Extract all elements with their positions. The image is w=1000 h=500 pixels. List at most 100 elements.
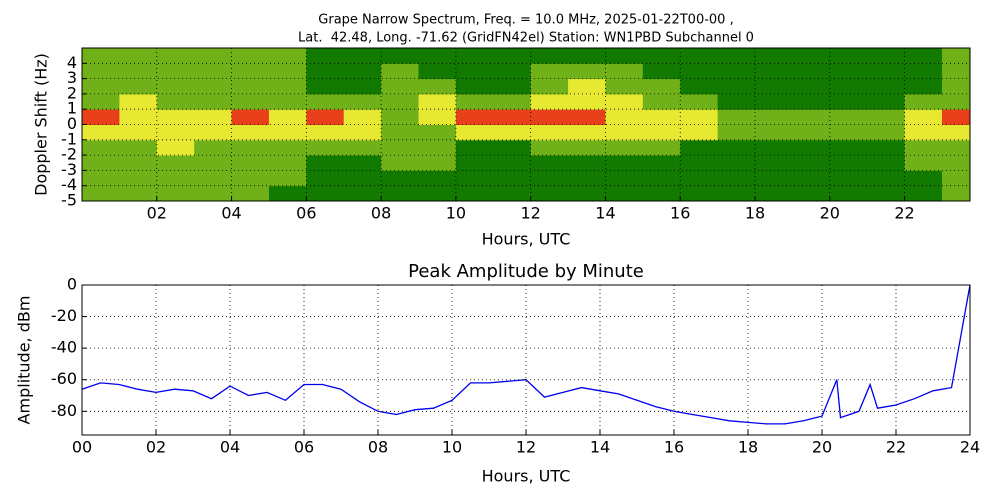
heatmap-cell: [231, 139, 270, 156]
heatmap-cell: [941, 63, 971, 80]
heatmap-cell: [418, 63, 457, 80]
heatmap-cell: [343, 185, 382, 202]
heatmap-cell: [381, 48, 420, 64]
heatmap-cell: [904, 139, 943, 156]
heatmap-cell: [941, 170, 971, 187]
heatmap-cell: [268, 93, 307, 110]
heatmap-cell: [605, 63, 644, 80]
heatmap-cell: [455, 139, 494, 156]
heatmap-cell: [231, 124, 270, 141]
heatmap-cell: [792, 124, 831, 141]
heatmap-cell: [568, 124, 606, 141]
y-tick-label: 3: [67, 68, 77, 87]
heatmap-cell: [455, 185, 494, 202]
heatmap-cell: [343, 155, 382, 171]
heatmap-cell: [493, 48, 532, 64]
heatmap-cell: [381, 78, 420, 95]
heatmap-cell: [530, 48, 569, 64]
heatmap-cell: [792, 185, 831, 202]
heatmap-cell: [829, 63, 868, 80]
heatmap-cell: [156, 48, 195, 64]
heatmap-cell: [268, 170, 307, 187]
x-tick-label: 22: [886, 438, 906, 457]
heatmap-cell: [82, 78, 120, 95]
heatmap-cell: [792, 170, 831, 187]
x-tick-label: 10: [446, 204, 466, 223]
heatmap-cell: [530, 155, 569, 171]
heatmap-cell: [792, 93, 831, 110]
heatmap-cell: [605, 78, 644, 95]
chart-title: Peak Amplitude by Minute: [408, 261, 644, 282]
heatmap-cell: [493, 185, 532, 202]
heatmap-cell: [680, 109, 719, 125]
heatmap-cell: [867, 63, 906, 80]
heatmap-cell: [119, 109, 158, 125]
heatmap-cell: [904, 93, 943, 110]
y-tick-label: -20: [51, 306, 77, 325]
heatmap-cell: [306, 155, 345, 171]
heatmap-cell: [194, 185, 233, 202]
heatmap-cell: [231, 170, 270, 187]
heatmap-cell: [82, 139, 120, 156]
heatmap-cell: [605, 109, 644, 125]
heatmap-cell: [680, 185, 719, 202]
heatmap-cell: [829, 170, 868, 187]
heatmap-cell: [455, 48, 494, 64]
heatmap-cell: [343, 93, 382, 110]
heatmap-cell: [194, 93, 233, 110]
heatmap-cell: [530, 63, 569, 80]
heatmap-cell: [717, 93, 756, 110]
y-tick-label: -4: [61, 175, 77, 194]
x-tick-label: 20: [812, 438, 832, 457]
chart-title: Lat. 42.48, Long. -71.62 (GridFN42el) St…: [298, 31, 754, 46]
heatmap-cell: [680, 48, 719, 64]
plot-frame: [81, 47, 971, 202]
heatmap-cell: [82, 124, 120, 141]
heatmap-cell: [829, 78, 868, 95]
heatmap-cell: [493, 63, 532, 80]
heatmap-cell: [306, 48, 345, 64]
y-tick-label: -2: [61, 145, 77, 164]
heatmap-cell: [792, 78, 831, 95]
y-tick-label: -40: [51, 338, 77, 357]
heatmap-cell: [680, 124, 719, 141]
heatmap-cell: [418, 48, 457, 64]
heatmap-cell: [829, 185, 868, 202]
heatmap-cell: [493, 170, 532, 187]
heatmap-cell: [156, 78, 195, 95]
heatmap-cell: [717, 155, 756, 171]
heatmap-cell: [755, 63, 793, 80]
heatmap-cell: [530, 109, 569, 125]
heatmap-cell: [493, 78, 532, 95]
y-tick-label: -5: [61, 191, 77, 210]
heatmap-cell: [418, 93, 457, 110]
heatmap-cell: [755, 109, 793, 125]
y-axis-label: Amplitude, dBm: [15, 296, 34, 425]
heatmap-cell: [418, 139, 457, 156]
heatmap-cell: [231, 78, 270, 95]
x-tick-label: 06: [296, 204, 316, 223]
x-tick-label: 18: [745, 204, 765, 223]
heatmap-cell: [717, 124, 756, 141]
y-tick-label: -3: [61, 160, 77, 179]
heatmap-cell: [941, 78, 971, 95]
heatmap-cell: [755, 93, 793, 110]
heatmap-cell: [343, 170, 382, 187]
heatmap-cell: [530, 139, 569, 156]
heatmap-cell: [231, 48, 270, 64]
heatmap-cell: [605, 155, 644, 171]
heatmap-cell: [455, 124, 494, 141]
heatmap-cell: [194, 63, 233, 80]
heatmap-cell: [941, 155, 971, 171]
heatmap-cell: [119, 185, 158, 202]
heatmap-cell: [194, 155, 233, 171]
heatmap-cell: [156, 124, 195, 141]
heatmap-cell: [306, 139, 345, 156]
x-tick-label: 20: [820, 204, 840, 223]
heatmap-cell: [268, 155, 307, 171]
heatmap-cell: [755, 124, 793, 141]
heatmap-cell: [792, 139, 831, 156]
heatmap-cell: [493, 139, 532, 156]
heatmap-cell: [829, 155, 868, 171]
